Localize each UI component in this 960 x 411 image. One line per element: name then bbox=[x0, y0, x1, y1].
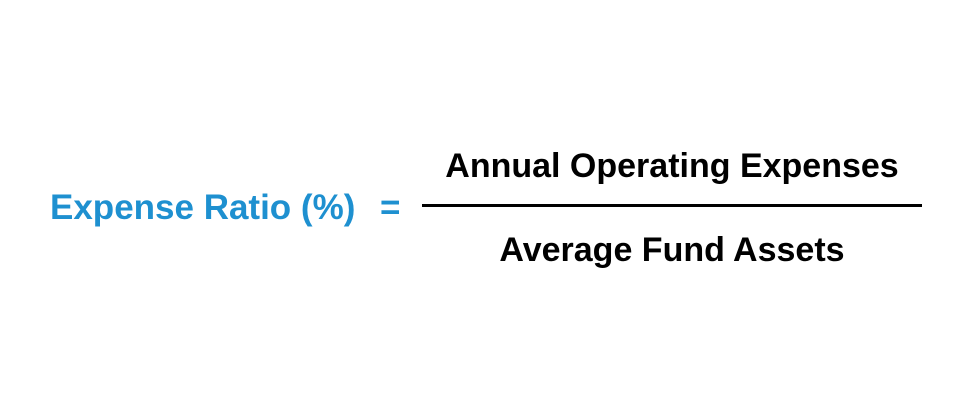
fraction: Annual Operating Expenses Average Fund A… bbox=[422, 140, 922, 280]
fraction-bar bbox=[422, 204, 922, 207]
formula-lhs: Expense Ratio (%) bbox=[50, 188, 356, 227]
fraction-denominator: Average Fund Assets bbox=[499, 231, 845, 269]
fraction-numerator: Annual Operating Expenses bbox=[445, 147, 899, 185]
equals-sign: = bbox=[380, 188, 401, 227]
